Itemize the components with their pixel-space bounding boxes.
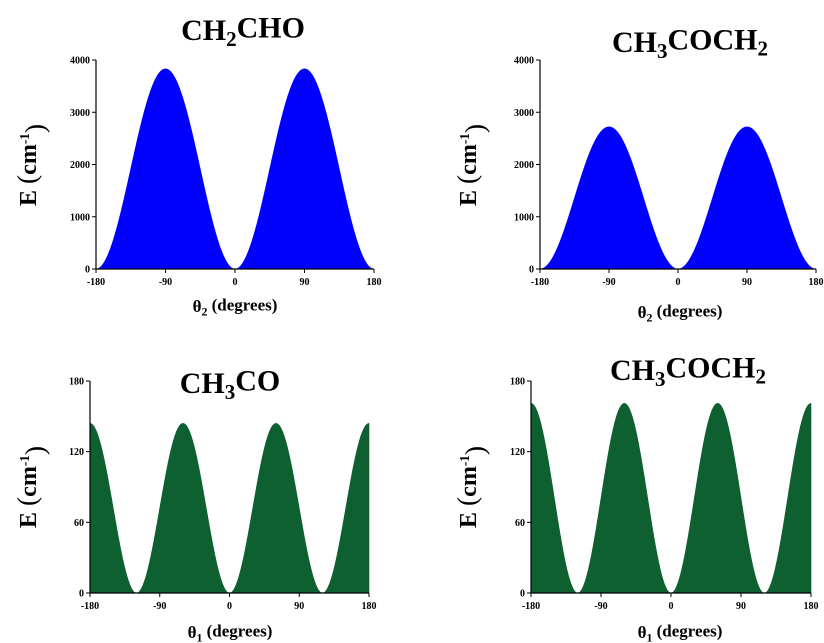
- y-tick-label: 3000: [514, 108, 534, 119]
- y-tick-label: 2000: [70, 160, 90, 171]
- series-area: [539, 126, 817, 270]
- x-tick-label: 180: [362, 601, 377, 612]
- x-tick-label: -180: [81, 601, 99, 612]
- x-tick-label: 180: [367, 277, 382, 288]
- x-tick-label: 90: [300, 277, 310, 288]
- y-tick-label: 0: [529, 265, 534, 276]
- x-tick-label: -90: [602, 277, 615, 288]
- y-tick-label: 0: [85, 265, 90, 276]
- y-tick-label: 1000: [514, 212, 534, 223]
- x-axis-label: θ1 (degrees): [188, 622, 273, 643]
- x-tick-label: -90: [159, 277, 172, 288]
- y-tick-label: 2000: [514, 160, 534, 171]
- y-axis-label: E (cm-1): [451, 446, 490, 528]
- x-axis-label: θ1 (degrees): [638, 622, 723, 643]
- series-area: [530, 403, 812, 594]
- chart-4: -180 -90 0 90 180 0 60 120 180 CH3COCH2 θ1 (degree…: [451, 351, 819, 643]
- x-tick-label: 90: [294, 601, 304, 612]
- y-tick-label: 180: [69, 377, 84, 388]
- x-axis-label: θ2 (degrees): [193, 296, 278, 319]
- chart-title: CH3COCH2: [612, 23, 768, 62]
- x-tick-label: -90: [594, 601, 607, 612]
- x-tick-label: -180: [522, 601, 540, 612]
- y-axis-label: E (cm-1): [11, 446, 50, 528]
- chart-2: -180 -90 0 90 180 0 1000 2000 3000 4000 CH3COCH2 θ2…: [451, 23, 824, 324]
- x-tick-label: -180: [531, 277, 549, 288]
- series-area: [95, 68, 375, 270]
- chart-3: -180 -90 0 90 180 0 60 120 180 CH3CO θ1 (degrees) E…: [11, 364, 377, 643]
- chart-title: CH3COCH2: [610, 351, 766, 390]
- x-tick-label: 180: [809, 277, 824, 288]
- x-tick-label: 0: [233, 277, 238, 288]
- x-tick-label: 90: [736, 601, 746, 612]
- series-area: [89, 423, 370, 594]
- y-tick-label: 1000: [70, 212, 90, 223]
- x-tick-label: 0: [669, 601, 674, 612]
- x-tick-label: 0: [676, 277, 681, 288]
- x-tick-label: 90: [742, 277, 752, 288]
- y-tick-label: 4000: [70, 56, 90, 67]
- y-tick-label: 120: [510, 447, 525, 458]
- chart-title: CH3CO: [180, 364, 281, 403]
- y-tick-label: 3000: [70, 108, 90, 119]
- y-tick-label: 0: [520, 589, 525, 600]
- y-tick-label: 180: [510, 377, 525, 388]
- x-tick-label: -90: [153, 601, 166, 612]
- x-tick-label: -180: [87, 277, 105, 288]
- y-tick-label: 120: [69, 447, 84, 458]
- x-axis-label: θ2 (degrees): [638, 302, 723, 325]
- chart-1: -180 -90 0 90 180 0 1000 2000 3000 4000 CH2CHO θ2 (…: [11, 11, 382, 318]
- y-tick-label: 60: [515, 518, 525, 529]
- y-tick-label: 4000: [514, 56, 534, 67]
- y-axis-label: E (cm-1): [451, 124, 490, 206]
- y-axis-label: E (cm-1): [11, 124, 50, 206]
- y-tick-label: 60: [74, 518, 84, 529]
- chart-title: CH2CHO: [181, 11, 305, 50]
- y-tick-label: 0: [79, 589, 84, 600]
- x-tick-label: 0: [227, 601, 232, 612]
- x-tick-label: 180: [804, 601, 819, 612]
